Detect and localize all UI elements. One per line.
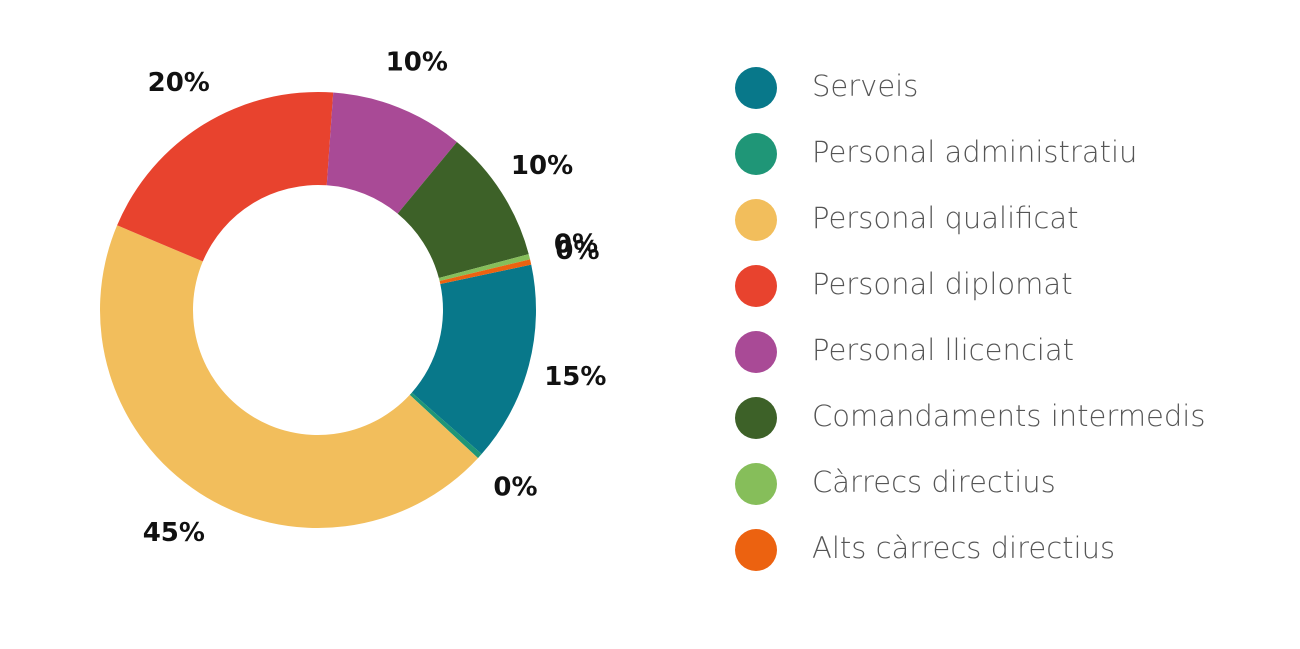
legend-marker [735,463,777,505]
legend-label: Comandaments intermedis [812,399,1205,433]
data-label: 15% [544,362,606,392]
data-label: 0% [493,473,537,503]
legend-marker [735,331,777,373]
legend-label: Personal administratiu [812,135,1137,169]
donut-slice [99,225,478,529]
legend-label: Càrrecs directius [812,465,1056,499]
data-label: 20% [148,68,210,98]
legend-marker [735,133,777,175]
legend-label: Personal qualificat [812,201,1079,235]
donut-slice [409,392,482,459]
legend-marker [735,199,777,241]
legend-marker [735,265,777,307]
data-label: 10% [386,48,448,78]
donut-slice [397,141,529,278]
legend-label: Serveis [812,69,918,103]
legend-label: Personal diplomat [812,267,1073,301]
legend-label: Alts càrrecs directius [812,531,1115,565]
donut-slice [438,254,531,281]
donut-slice [326,92,457,214]
legend-label: Personal llicenciat [812,333,1074,367]
legend-marker [735,397,777,439]
donut-slice [117,91,334,262]
donut-slice [439,259,532,285]
data-label: 0% [554,230,598,260]
legend-marker [735,529,777,571]
data-label: 10% [511,151,573,181]
data-label: 0% [555,236,599,266]
donut-slice [411,264,537,455]
legend-marker [735,67,777,109]
data-label: 45% [143,518,205,548]
